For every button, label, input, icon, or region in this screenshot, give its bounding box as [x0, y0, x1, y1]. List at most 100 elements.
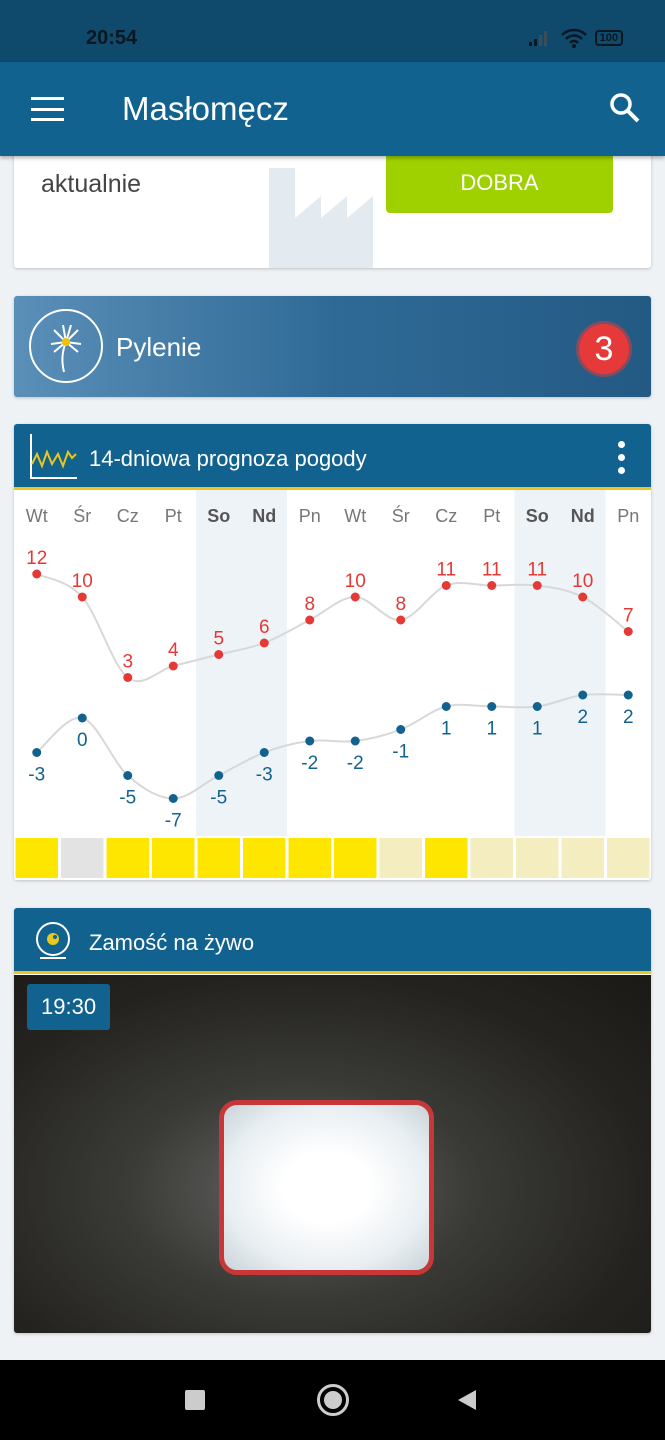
condition-cell	[334, 838, 377, 878]
data-point	[168, 794, 178, 803]
condition-cell	[379, 838, 422, 878]
data-point	[32, 569, 42, 579]
pollen-card[interactable]: Pylenie 3	[14, 296, 651, 397]
day-label: Pt	[165, 506, 182, 526]
data-point	[487, 581, 497, 590]
day-label: Pt	[483, 506, 500, 526]
day-label: Cz	[117, 506, 139, 526]
webcam-card[interactable]: Zamość na żywo 19:30	[14, 908, 651, 1333]
data-label: -7	[165, 811, 182, 832]
data-point	[350, 592, 360, 602]
app-bar: Masłomęcz	[0, 62, 665, 156]
ice-rink	[219, 1100, 434, 1275]
data-label: 1	[532, 719, 543, 740]
more-options-icon[interactable]	[618, 441, 625, 474]
factory-icon	[269, 168, 373, 268]
data-label: 0	[77, 730, 88, 751]
day-label: Śr	[73, 505, 91, 526]
data-label: -2	[347, 753, 364, 774]
condition-cell	[470, 838, 513, 878]
forecast-chart: Wt Śr Cz Pt So Nd Pn Wt Śr Cz Pt So Nd Pn121034568108…	[15, 490, 650, 878]
data-label: -2	[301, 753, 318, 774]
data-point	[623, 690, 633, 700]
data-point	[487, 702, 497, 711]
data-point	[578, 690, 588, 700]
system-nav-bar	[0, 1360, 665, 1440]
data-point	[396, 725, 406, 734]
condition-cell	[288, 838, 331, 878]
data-point	[214, 650, 224, 659]
data-point	[214, 771, 224, 780]
data-point	[77, 592, 87, 602]
data-label: 11	[482, 560, 502, 581]
condition-cell	[607, 838, 650, 878]
weekend-shade	[196, 490, 242, 836]
data-point	[123, 771, 133, 780]
webcam-icon	[36, 922, 70, 959]
data-point	[77, 713, 87, 723]
day-label: Pn	[299, 506, 321, 526]
data-point	[305, 615, 315, 625]
data-point	[259, 638, 269, 648]
weekend-shade	[514, 490, 560, 836]
day-label: Wt	[344, 506, 366, 526]
data-label: 7	[623, 606, 634, 627]
chart-icon	[30, 434, 77, 479]
air-quality-status: DOBRA	[386, 152, 613, 213]
menu-icon[interactable]	[31, 97, 64, 121]
data-point	[305, 736, 315, 746]
back-button[interactable]	[456, 1388, 478, 1412]
condition-cell	[15, 838, 58, 878]
data-point	[623, 627, 633, 636]
dandelion-icon	[29, 309, 103, 383]
data-label: 4	[168, 640, 179, 661]
data-label: 10	[72, 571, 93, 592]
data-label: 8	[395, 594, 406, 615]
data-label: 6	[259, 617, 270, 638]
data-point	[532, 702, 542, 711]
condition-cell	[197, 838, 240, 878]
home-button[interactable]	[317, 1384, 349, 1416]
data-label: 11	[436, 560, 456, 581]
recents-button[interactable]	[185, 1390, 205, 1410]
data-point	[578, 592, 588, 602]
data-label: 11	[527, 560, 547, 581]
day-label: So	[526, 506, 549, 526]
signal-icon	[528, 31, 547, 46]
status-bar: 20:54 100	[0, 0, 665, 62]
day-label: Cz	[435, 506, 457, 526]
webcam-time: 19:30	[27, 984, 111, 1030]
data-label: -5	[119, 788, 136, 809]
data-point	[532, 581, 542, 590]
data-point	[350, 736, 360, 746]
condition-cell	[152, 838, 195, 878]
data-label: 12	[26, 548, 47, 569]
data-label: 8	[304, 594, 315, 615]
status-time: 20:54	[86, 27, 138, 49]
data-point	[441, 702, 451, 711]
page-title: Masłomęcz	[122, 90, 289, 127]
data-label: 5	[213, 629, 224, 650]
data-label: 1	[441, 719, 452, 740]
webcam-image[interactable]: 19:30	[14, 975, 651, 1333]
data-point	[396, 615, 406, 625]
data-point	[32, 748, 42, 757]
data-point	[441, 581, 451, 590]
webcam-title: Zamość na żywo	[89, 930, 255, 955]
data-label: 1	[486, 719, 497, 740]
forecast-card: 14-dniowa prognoza pogody Wt Śr Cz Pt So Nd Pn…	[14, 424, 651, 880]
air-quality-card[interactable]: aktualnie DOBRA	[14, 140, 651, 268]
condition-cell	[561, 838, 604, 878]
search-icon[interactable]	[609, 92, 641, 124]
wifi-icon	[560, 28, 587, 48]
day-label: Nd	[252, 506, 276, 526]
condition-cell	[243, 838, 286, 878]
forecast-header: 14-dniowa prognoza pogody	[14, 424, 651, 490]
day-label: Wt	[26, 506, 48, 526]
data-label: -3	[256, 765, 273, 786]
data-label: -1	[392, 742, 409, 763]
webcam-header: Zamość na żywo	[14, 908, 651, 974]
pollen-label: Pylenie	[116, 332, 202, 362]
weekend-shade	[560, 490, 606, 836]
day-label: Nd	[571, 506, 595, 526]
